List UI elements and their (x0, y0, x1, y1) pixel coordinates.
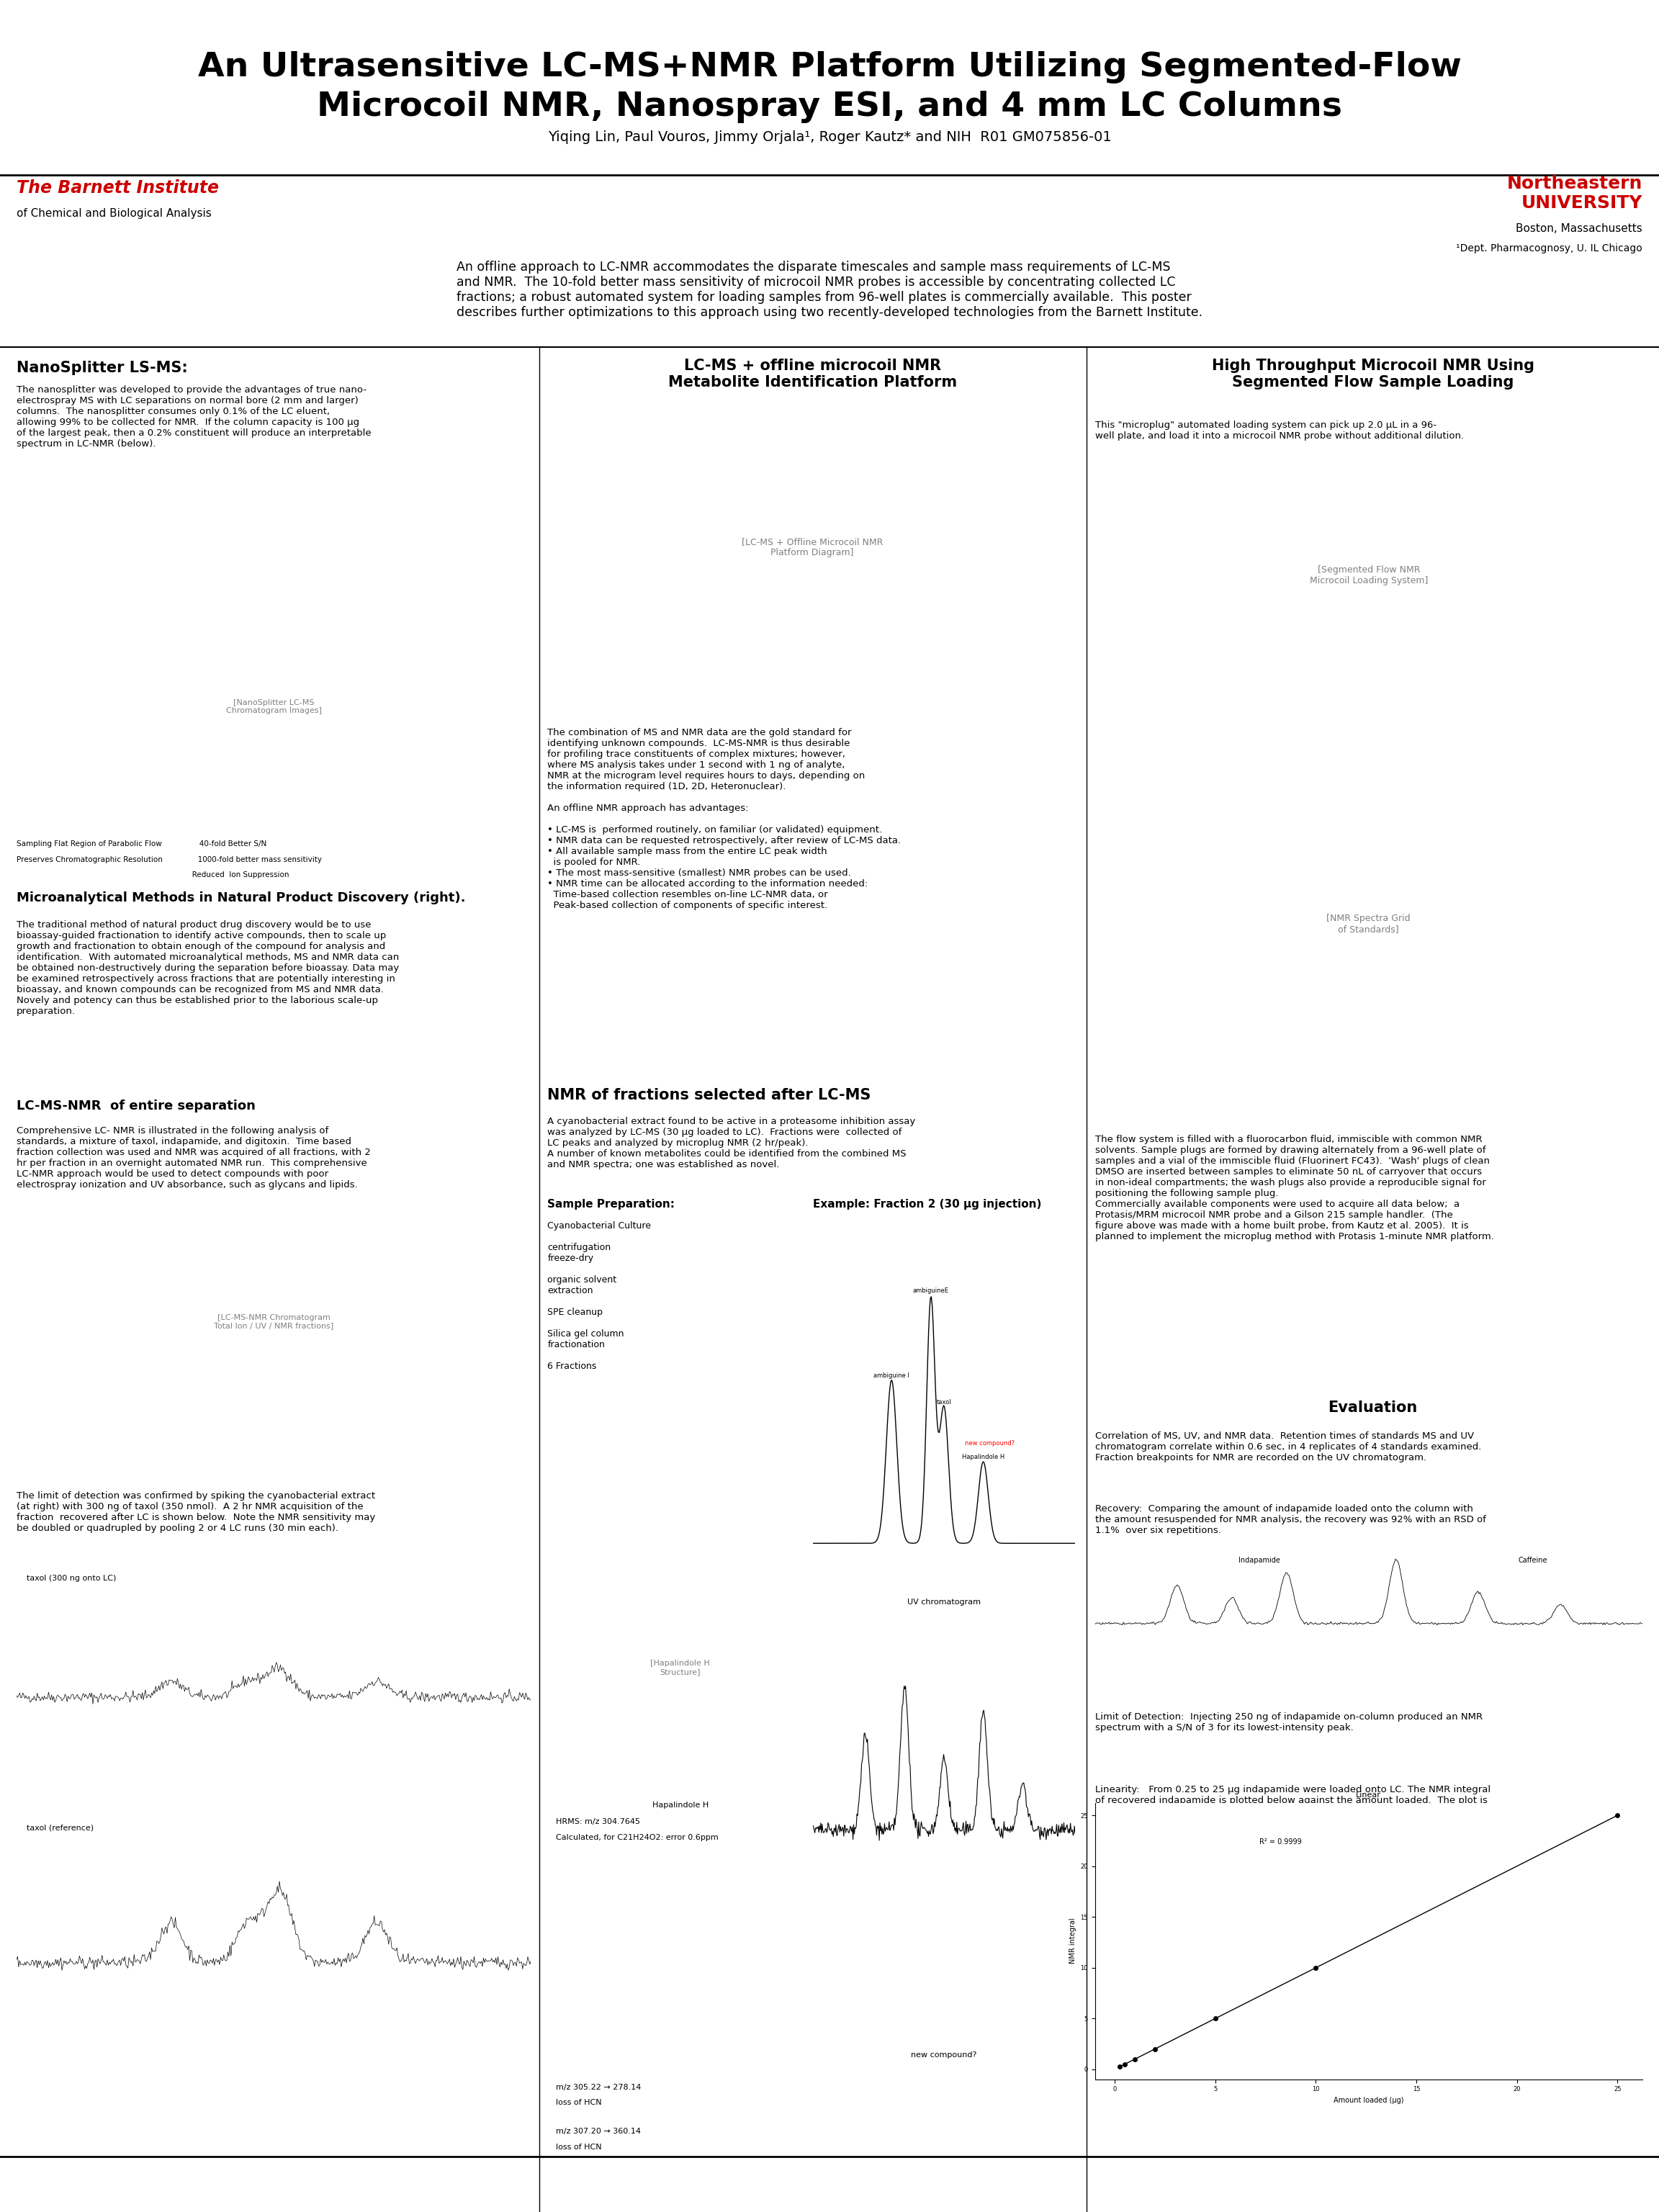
Text: A cyanobacterial extract found to be active in a proteasome inhibition assay
was: A cyanobacterial extract found to be act… (547, 1117, 916, 1170)
Text: UV chromatogram: UV chromatogram (907, 1599, 980, 1606)
Text: new compound?: new compound? (966, 1440, 1015, 1447)
Text: taxol (300 ng onto LC): taxol (300 ng onto LC) (27, 1575, 116, 1582)
Text: Linearity:   From 0.25 to 25 µg indapamide were loaded onto LC. The NMR integral: Linearity: From 0.25 to 25 µg indapamide… (1095, 1785, 1490, 1816)
Text: m/z 305.22 → 278.14: m/z 305.22 → 278.14 (556, 2084, 640, 2090)
Text: R² = 0.9999: R² = 0.9999 (1259, 1838, 1301, 1845)
Text: Sample Preparation:: Sample Preparation: (547, 1199, 675, 1210)
Text: taxol: taxol (937, 1400, 951, 1407)
Text: Correlation of MS, UV, and NMR data.  Retention times of standards MS and UV
chr: Correlation of MS, UV, and NMR data. Ret… (1095, 1431, 1481, 1462)
Text: [NanoSplitter LC-MS
Chromatogram Images]: [NanoSplitter LC-MS Chromatogram Images] (226, 699, 322, 714)
Text: Evaluation: Evaluation (1329, 1400, 1417, 1416)
Text: m/z 307.20 → 360.14: m/z 307.20 → 360.14 (556, 2128, 640, 2135)
Text: ambiguine I: ambiguine I (874, 1371, 909, 1378)
Text: NMR of fractions selected after LC-MS: NMR of fractions selected after LC-MS (547, 1088, 871, 1104)
Text: loss of HCN: loss of HCN (556, 2099, 602, 2106)
Text: Example: Fraction 2 (30 µg injection): Example: Fraction 2 (30 µg injection) (813, 1199, 1042, 1210)
Text: NanoSplitter LS-MS:: NanoSplitter LS-MS: (17, 361, 187, 376)
Text: An offline approach to LC-NMR accommodates the disparate timescales and sample m: An offline approach to LC-NMR accommodat… (456, 261, 1203, 319)
Text: Linear: Linear (1355, 1792, 1382, 1798)
Text: ambiguineE: ambiguineE (912, 1287, 949, 1294)
Text: Yiqing Lin, Paul Vouros, Jimmy Orjala¹, Roger Kautz* and NIH  R01 GM075856-01: Yiqing Lin, Paul Vouros, Jimmy Orjala¹, … (547, 131, 1112, 144)
Text: new compound?: new compound? (911, 2051, 977, 2059)
Text: taxol (reference): taxol (reference) (27, 1825, 95, 1832)
Text: Indapamide: Indapamide (1238, 1557, 1281, 1564)
Y-axis label: NMR integral: NMR integral (1068, 1918, 1077, 1964)
Text: The limit of detection was confirmed by spiking the cyanobacterial extract
(at r: The limit of detection was confirmed by … (17, 1491, 375, 1533)
Text: [LC-MS + Offline Microcoil NMR
Platform Diagram]: [LC-MS + Offline Microcoil NMR Platform … (742, 538, 883, 557)
Text: of Chemical and Biological Analysis: of Chemical and Biological Analysis (17, 208, 212, 219)
Text: Reduced  Ion Suppression: Reduced Ion Suppression (17, 872, 289, 878)
Text: The Barnett Institute: The Barnett Institute (17, 179, 219, 197)
Text: [Hapalindole H
Structure]: [Hapalindole H Structure] (650, 1659, 710, 1677)
Text: Caffeine: Caffeine (1518, 1557, 1548, 1564)
Text: Recovery:  Comparing the amount of indapamide loaded onto the column with
the am: Recovery: Comparing the amount of indapa… (1095, 1504, 1486, 1535)
Text: Northeastern
UNIVERSITY: Northeastern UNIVERSITY (1506, 175, 1642, 212)
Text: Hapalindole H: Hapalindole H (652, 1801, 708, 1809)
Text: The flow system is filled with a fluorocarbon fluid, immiscible with common NMR
: The flow system is filled with a fluoroc… (1095, 1135, 1493, 1241)
X-axis label: Amount loaded (µg): Amount loaded (µg) (1334, 2097, 1404, 2104)
Text: Microcoil NMR, Nanospray ESI, and 4 mm LC Columns: Microcoil NMR, Nanospray ESI, and 4 mm L… (317, 91, 1342, 124)
Text: This "microplug" automated loading system can pick up 2.0 µL in a 96-
well plate: This "microplug" automated loading syste… (1095, 420, 1463, 440)
Text: Sampling Flat Region of Parabolic Flow                40-fold Better S/N: Sampling Flat Region of Parabolic Flow 4… (17, 841, 267, 847)
Text: Preserves Chromatographic Resolution               1000-fold better mass sensiti: Preserves Chromatographic Resolution 100… (17, 856, 322, 863)
Text: Microanalytical Methods in Natural Product Discovery (right).: Microanalytical Methods in Natural Produ… (17, 891, 466, 905)
Text: LC-MS + offline microcoil NMR
Metabolite Identification Platform: LC-MS + offline microcoil NMR Metabolite… (669, 358, 957, 389)
Text: [Segmented Flow NMR
Microcoil Loading System]: [Segmented Flow NMR Microcoil Loading Sy… (1309, 564, 1428, 586)
Text: Boston, Massachusetts: Boston, Massachusetts (1516, 223, 1642, 234)
Text: Cyanobacterial Culture

centrifugation
freeze-dry

organic solvent
extraction

S: Cyanobacterial Culture centrifugation fr… (547, 1221, 650, 1371)
Text: The traditional method of natural product drug discovery would be to use
bioassa: The traditional method of natural produc… (17, 920, 400, 1015)
Text: The combination of MS and NMR data are the gold standard for
identifying unknown: The combination of MS and NMR data are t… (547, 728, 901, 909)
Text: The nanosplitter was developed to provide the advantages of true nano-
electrosp: The nanosplitter was developed to provid… (17, 385, 372, 449)
Text: LC-MS-NMR  of entire separation: LC-MS-NMR of entire separation (17, 1099, 255, 1113)
Text: [NMR Spectra Grid
of Standards]: [NMR Spectra Grid of Standards] (1327, 914, 1410, 933)
Text: Hapalindole H: Hapalindole H (962, 1453, 1005, 1460)
Text: An Ultrasensitive LC-MS+NMR Platform Utilizing Segmented-Flow: An Ultrasensitive LC-MS+NMR Platform Uti… (197, 51, 1462, 84)
Text: [LC-MS-NMR Chromatogram
Total Ion / UV / NMR fractions]: [LC-MS-NMR Chromatogram Total Ion / UV /… (214, 1314, 333, 1329)
Text: ¹Dept. Pharmacognosy, U. IL Chicago: ¹Dept. Pharmacognosy, U. IL Chicago (1457, 243, 1642, 254)
Text: High Throughput Microcoil NMR Using
Segmented Flow Sample Loading: High Throughput Microcoil NMR Using Segm… (1211, 358, 1535, 389)
Text: Calculated, for C21H24O2: error 0.6ppm: Calculated, for C21H24O2: error 0.6ppm (556, 1834, 718, 1840)
Text: Comprehensive LC- NMR is illustrated in the following analysis of
standards, a m: Comprehensive LC- NMR is illustrated in … (17, 1126, 370, 1190)
Text: HRMS: m/z 304.7645: HRMS: m/z 304.7645 (556, 1818, 640, 1825)
Text: loss of HCN: loss of HCN (556, 2143, 602, 2150)
Text: Limit of Detection:  Injecting 250 ng of indapamide on-column produced an NMR
sp: Limit of Detection: Injecting 250 ng of … (1095, 1712, 1483, 1732)
